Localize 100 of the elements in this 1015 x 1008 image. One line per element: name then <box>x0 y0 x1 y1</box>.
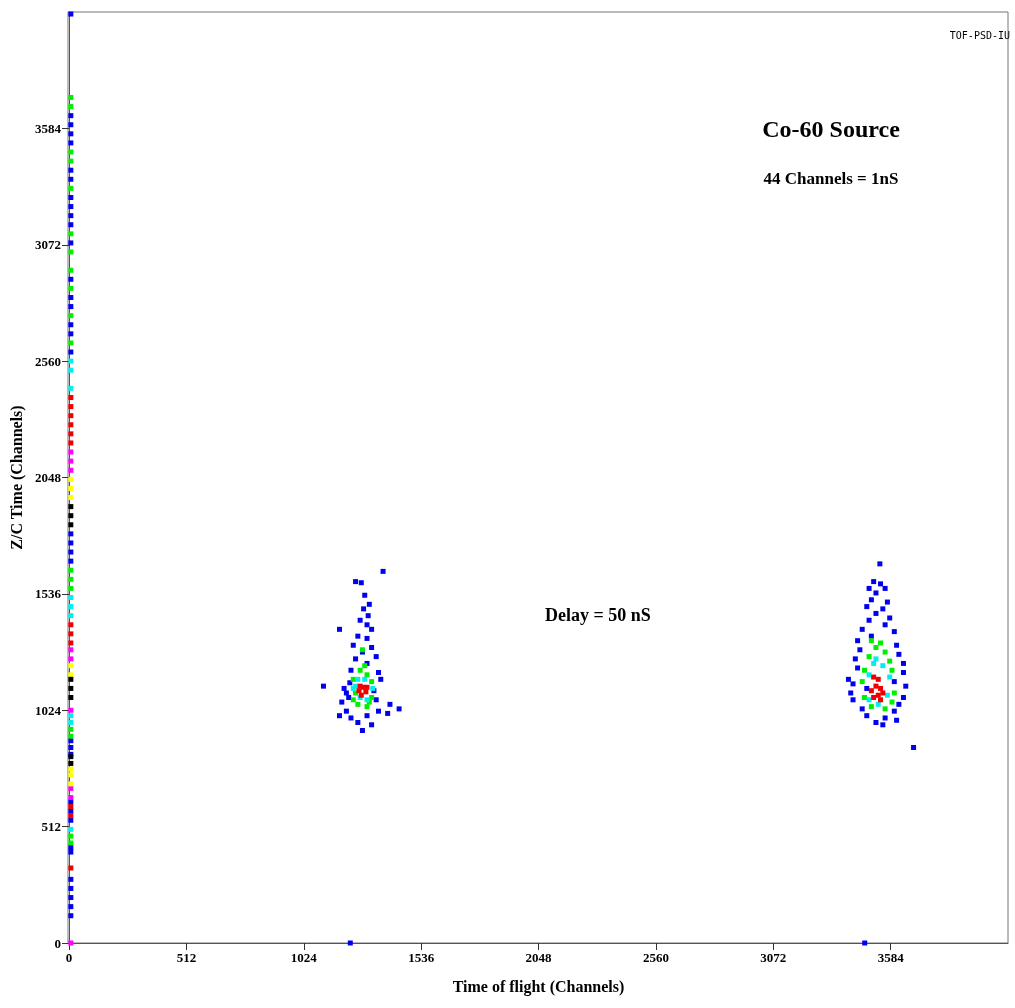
point <box>68 504 74 510</box>
point <box>873 656 879 662</box>
point <box>68 795 74 801</box>
point <box>68 158 74 164</box>
point <box>68 285 74 291</box>
point <box>68 865 74 871</box>
point <box>369 679 375 685</box>
point <box>68 467 74 473</box>
point <box>68 840 74 846</box>
y-tick-label: 2560 <box>35 353 61 369</box>
x-tick-label: 3584 <box>877 950 905 965</box>
point <box>68 663 74 669</box>
point <box>68 149 74 155</box>
point <box>68 513 74 519</box>
point <box>868 688 874 694</box>
point <box>884 692 890 698</box>
point <box>68 604 74 610</box>
point <box>68 367 74 373</box>
point <box>859 679 865 685</box>
point <box>68 267 74 273</box>
point <box>861 667 867 673</box>
point <box>68 440 74 446</box>
point <box>68 340 74 346</box>
point <box>880 690 886 696</box>
point <box>875 676 881 682</box>
point <box>68 640 74 646</box>
point <box>68 522 74 528</box>
point <box>866 672 872 678</box>
y-tick-label: 512 <box>41 819 61 835</box>
point <box>878 697 884 703</box>
point <box>68 733 74 739</box>
y-tick-label: 1024 <box>35 702 62 718</box>
point <box>68 813 74 819</box>
point <box>68 431 74 437</box>
point <box>887 674 893 680</box>
point <box>364 672 370 678</box>
point <box>68 781 74 787</box>
point <box>68 567 74 573</box>
point <box>889 667 895 673</box>
x-tick-label: 0 <box>65 950 73 965</box>
point <box>68 785 74 791</box>
point <box>68 940 74 946</box>
point <box>878 640 884 646</box>
x-tick-label: 1024 <box>290 950 318 965</box>
point <box>887 658 893 664</box>
point <box>68 826 74 832</box>
point <box>891 690 897 696</box>
point <box>68 449 74 455</box>
point <box>882 706 888 712</box>
point <box>355 676 361 682</box>
point <box>68 458 74 464</box>
point <box>68 720 74 726</box>
y-tick-label: 3072 <box>35 237 61 253</box>
point <box>68 772 74 778</box>
x-tick-label: 2048 <box>525 950 552 965</box>
point <box>68 804 74 810</box>
point <box>68 685 74 691</box>
point <box>68 231 74 237</box>
point <box>68 613 74 619</box>
point <box>68 576 74 582</box>
point <box>873 683 879 689</box>
point <box>350 697 356 703</box>
point <box>68 760 74 766</box>
point <box>68 485 74 491</box>
point <box>68 595 74 601</box>
point <box>68 104 74 110</box>
point <box>68 695 74 701</box>
y-tick-label: 2048 <box>35 470 62 485</box>
point <box>68 672 74 678</box>
point <box>68 422 74 428</box>
point <box>68 622 74 628</box>
point <box>68 726 74 732</box>
x-tick-label: 3072 <box>760 950 787 965</box>
point <box>68 185 74 191</box>
y-axis-title: Z/C Time (Channels) <box>7 405 26 550</box>
text: 44 Channels = 1nS <box>763 169 899 188</box>
point <box>68 413 74 419</box>
point <box>68 631 74 637</box>
point <box>68 476 74 482</box>
x-tick-label: 512 <box>176 950 197 965</box>
point <box>868 638 874 644</box>
point <box>357 667 363 673</box>
point <box>68 358 74 364</box>
point <box>355 701 361 707</box>
text: Co-60 Source <box>762 116 901 142</box>
point <box>68 495 74 500</box>
point <box>889 699 895 705</box>
x-tick-label: 1536 <box>408 950 435 965</box>
point <box>871 660 877 666</box>
point <box>871 695 877 701</box>
point <box>875 701 881 707</box>
point <box>68 766 74 772</box>
point <box>68 385 74 391</box>
point <box>861 695 867 701</box>
point <box>68 656 74 662</box>
point <box>868 704 874 710</box>
point <box>871 674 877 680</box>
point <box>68 404 74 410</box>
annotation: Delay = 50 nS <box>545 605 651 625</box>
point <box>873 645 879 651</box>
